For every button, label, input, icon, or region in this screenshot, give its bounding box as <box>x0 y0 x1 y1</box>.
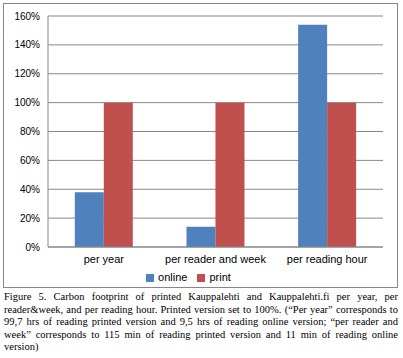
svg-text:120%: 120% <box>14 68 40 79</box>
svg-text:160%: 160% <box>14 11 40 22</box>
svg-text:0%: 0% <box>26 242 41 253</box>
svg-text:40%: 40% <box>20 184 40 195</box>
svg-text:per year: per year <box>84 253 125 265</box>
svg-text:per reading hour: per reading hour <box>287 253 368 265</box>
html-text:online: online <box>158 271 188 283</box>
html-text:print: print <box>209 271 231 283</box>
svg-text:140%: 140% <box>14 39 40 50</box>
svg-text:100%: 100% <box>14 97 40 108</box>
html-text:Figure 5. Carbon footprint of: Figure 5. Carbon footprint of printed Ka… <box>4 291 398 353</box>
svg-text:per reader and week: per reader and week <box>165 253 266 265</box>
svg-text:60%: 60% <box>20 155 40 166</box>
svg-text:80%: 80% <box>20 126 40 137</box>
svg-text:20%: 20% <box>20 213 40 224</box>
